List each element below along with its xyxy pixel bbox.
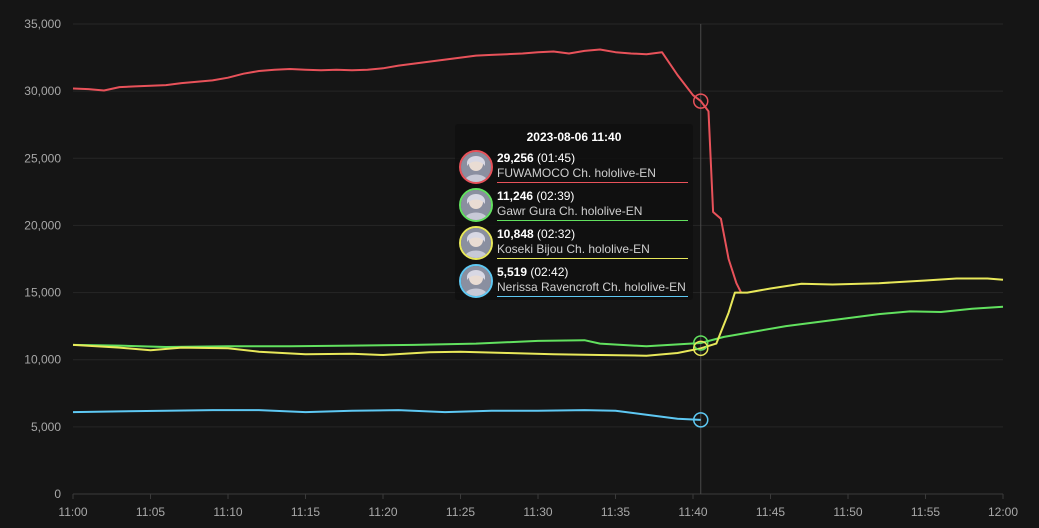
- x-tick-label: 11:15: [291, 505, 320, 519]
- y-tick-label: 35,000: [24, 17, 61, 31]
- tooltip-entry: 29,256 (01:45) FUWAMOCO Ch. hololive-EN: [458, 149, 688, 185]
- tooltip-entry: 5,519 (02:42) Nerissa Ravencroft Ch. hol…: [458, 263, 688, 299]
- viewer-count: 11,246: [497, 189, 534, 203]
- x-tick-label: 11:00: [58, 505, 87, 519]
- viewer-count: 10,848: [497, 227, 534, 241]
- x-tick-label: 11:50: [833, 505, 862, 519]
- x-tick-label: 11:05: [136, 505, 165, 519]
- x-tick-label: 11:20: [368, 505, 397, 519]
- series-lines: [72, 48, 1004, 421]
- series-line: [72, 48, 742, 294]
- entry-underline: [497, 182, 688, 183]
- x-tick-label: 11:55: [911, 505, 940, 519]
- entry-underline: [497, 258, 688, 259]
- y-tick-label: 0: [54, 487, 61, 501]
- stream-duration: (02:32): [537, 227, 576, 241]
- channel-name: FUWAMOCO Ch. hololive-EN: [497, 166, 656, 180]
- x-tick-label: 11:30: [523, 505, 552, 519]
- x-axis: 11:00 11:05 11:10 11:15 11:20 11:25 11:30 11:35…: [58, 494, 1018, 519]
- hover-point-marker: [693, 340, 709, 357]
- channel-avatar-icon: [459, 188, 493, 222]
- entry-underline: [497, 220, 688, 221]
- channel-avatar-icon: [459, 226, 493, 260]
- series-line: [72, 305, 1004, 348]
- viewer-count: 29,256: [497, 151, 534, 165]
- y-tick-label: 20,000: [24, 218, 61, 232]
- stream-duration: (02:39): [536, 189, 575, 203]
- hover-markers: [693, 93, 709, 428]
- tooltip-title: 2023-08-06 11:40: [526, 130, 622, 144]
- tooltip-entry: 11,246 (02:39) Gawr Gura Ch. hololive-EN: [458, 187, 688, 223]
- x-tick-label: 11:40: [678, 505, 707, 519]
- stream-duration: (02:42): [530, 265, 569, 279]
- y-tick-label: 25,000: [24, 151, 61, 165]
- hover-point-marker: [693, 335, 709, 351]
- hover-point-marker: [693, 412, 709, 428]
- channel-avatar-icon: [459, 264, 493, 298]
- channel-name: Gawr Gura Ch. hololive-EN: [497, 204, 643, 218]
- series-line: [72, 277, 1004, 357]
- x-tick-label: 11:45: [756, 505, 785, 519]
- stream-duration: (01:45): [537, 151, 576, 165]
- y-tick-label: 10,000: [24, 353, 61, 367]
- x-tick-label: 12:00: [988, 505, 1018, 519]
- y-axis: 0 5,000 10,000 15,000 20,000 25,000 30,000 35,0…: [24, 17, 61, 501]
- y-tick-label: 30,000: [24, 84, 61, 98]
- channel-avatar-icon: [459, 150, 493, 184]
- hover-tooltip: 2023-08-06 11:40 29,256 (01:45) FUWAMOCO…: [455, 124, 693, 300]
- series-line: [72, 409, 701, 421]
- channel-name: Koseki Bijou Ch. hololive-EN: [497, 242, 650, 256]
- entry-underline: [497, 296, 688, 297]
- channel-name: Nerissa Ravencroft Ch. hololive-EN: [497, 280, 686, 294]
- x-tick-label: 11:10: [213, 505, 242, 519]
- x-tick-label: 11:25: [446, 505, 475, 519]
- tooltip-entry: 10,848 (02:32) Koseki Bijou Ch. hololive…: [458, 225, 688, 261]
- x-tick-label: 11:35: [601, 505, 630, 519]
- y-tick-label: 5,000: [31, 420, 61, 434]
- hover-point-marker: [693, 93, 709, 109]
- y-tick-label: 15,000: [24, 286, 61, 300]
- viewer-count: 5,519: [497, 265, 528, 279]
